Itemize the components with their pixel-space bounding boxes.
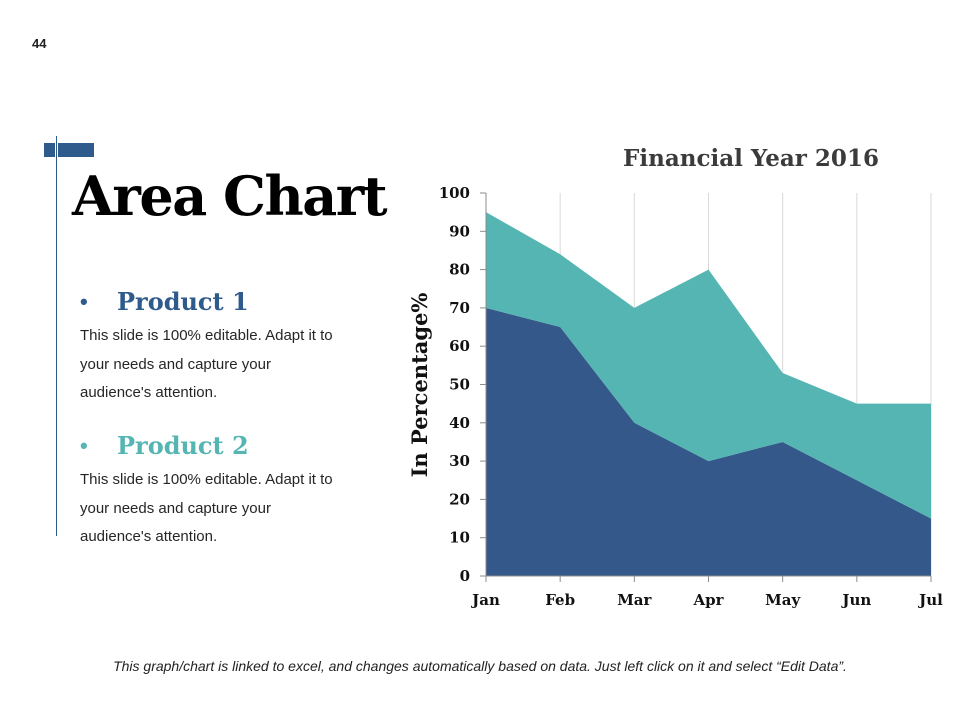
bullet-icon: • [80,288,88,314]
product-2-name: Product 2 [117,431,249,460]
title-vertical-rule [56,136,57,536]
y-tick-label: 30 [449,452,470,470]
chart-title: Financial Year 2016 [623,145,879,172]
y-tick-label: 100 [439,184,470,202]
x-tick-label: May [765,591,801,609]
y-tick-label: 10 [449,529,470,547]
y-tick-label: 50 [449,376,470,394]
y-tick-label: 90 [449,222,470,240]
x-tick-label: Apr [692,591,724,609]
product-1-description: This slide is 100% editable. Adapt it to… [80,327,333,401]
x-tick-label: Jan [470,591,500,609]
slide-title: Area Chart [72,164,388,228]
product-1-name: Product 1 [117,287,249,316]
product-1-block: • Product 1 This slide is 100% editable.… [80,287,340,408]
y-tick-label: 0 [460,567,470,585]
y-axis-label: In Percentage% [407,293,432,478]
product-2-heading: • Product 2 [80,431,340,460]
bullet-icon: • [80,432,88,458]
x-tick-label: Feb [545,591,575,609]
y-tick-label: 40 [449,414,470,432]
product-2-description: This slide is 100% editable. Adapt it to… [80,471,333,545]
y-tick-label: 20 [449,490,470,508]
y-tick-label: 60 [449,337,470,355]
footer-note: This graph/chart is linked to excel, and… [113,658,847,674]
x-tick-label: Mar [617,591,652,609]
x-tick-label: Jul [917,591,943,609]
product-1-heading: • Product 1 [80,287,340,316]
product-2-block: • Product 2 This slide is 100% editable.… [80,431,340,552]
page-number: 44 [32,36,47,51]
x-tick-label: Jun [840,591,871,609]
area-series-2[interactable] [486,212,931,519]
y-tick-label: 70 [449,299,470,317]
y-tick-label: 80 [449,261,470,279]
